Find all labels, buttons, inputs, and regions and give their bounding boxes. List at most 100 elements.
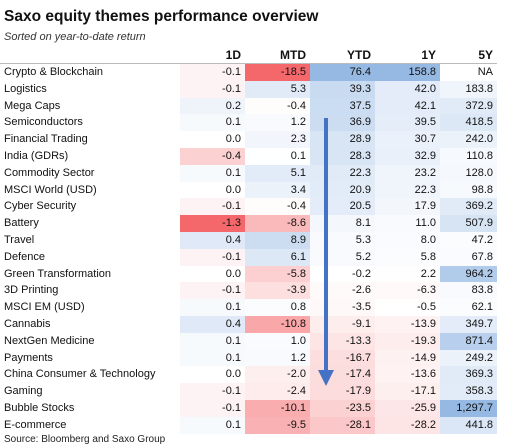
- value-cell: 183.8: [440, 80, 497, 98]
- value-cell: -0.1: [180, 282, 245, 300]
- value-cell: 349.7: [440, 316, 497, 333]
- value-cell: -0.4: [245, 198, 310, 216]
- value-cell: -13.9: [375, 316, 440, 333]
- row-label: Gaming: [4, 385, 43, 398]
- value-cell: 5.3: [245, 80, 310, 98]
- row-label: Payments: [4, 351, 53, 364]
- value-cell: 372.9: [440, 97, 497, 115]
- value-cell: 8.0: [375, 232, 440, 249]
- value-cell: 17.9: [375, 198, 440, 216]
- value-cell: 249.2: [440, 349, 497, 367]
- value-cell: -23.5: [310, 400, 375, 417]
- value-cell: 871.4: [440, 332, 497, 350]
- value-cell: 0.0: [180, 181, 245, 199]
- value-cell: -28.1: [310, 416, 375, 434]
- value-cell: -13.3: [310, 332, 375, 350]
- value-cell: 67.8: [440, 248, 497, 266]
- value-cell: 42.0: [375, 80, 440, 98]
- row-label: Crypto & Blockchain: [4, 66, 104, 78]
- value-cell: 0.0: [180, 265, 245, 283]
- row-label: Mega Caps: [4, 99, 61, 112]
- value-cell: -3.9: [245, 282, 310, 300]
- value-cell: 507.9: [440, 215, 497, 232]
- value-cell: 8.9: [245, 232, 310, 249]
- row-label: Logistics: [4, 82, 47, 95]
- column-header: 1Y: [421, 48, 436, 62]
- value-cell: 0.1: [180, 299, 245, 316]
- value-cell: 30.7: [375, 131, 440, 148]
- value-cell: 0.1: [180, 349, 245, 367]
- value-cell: 1.0: [245, 332, 310, 350]
- value-cell: 8.1: [310, 215, 375, 232]
- value-cell: 98.8: [440, 181, 497, 199]
- value-cell: -0.1: [180, 64, 245, 81]
- value-cell: 441.8: [440, 416, 497, 434]
- row-label: Travel: [4, 234, 35, 246]
- value-cell: -9.5: [245, 416, 310, 434]
- value-cell: 42.1: [375, 97, 440, 115]
- value-cell: 6.1: [245, 248, 310, 266]
- value-cell: -2.4: [245, 383, 310, 400]
- title: Saxo equity themes performance overview: [4, 8, 319, 25]
- value-cell: 47.2: [440, 232, 497, 249]
- value-cell: -3.5: [310, 299, 375, 316]
- value-cell: 0.1: [180, 332, 245, 350]
- value-cell: -13.6: [375, 366, 440, 384]
- row-label: E-commerce: [4, 418, 67, 431]
- row-label: India (GDRs): [4, 150, 69, 162]
- value-cell: -8.6: [245, 215, 310, 232]
- value-cell: -0.5: [375, 299, 440, 316]
- row-label: NextGen Medicine: [4, 334, 95, 347]
- value-cell: -10.8: [245, 316, 310, 333]
- row-label: Cyber Security: [4, 200, 77, 213]
- column-header: 1D: [225, 48, 241, 62]
- value-cell: 5.3: [310, 232, 375, 249]
- value-cell: -17.1: [375, 383, 440, 400]
- value-cell: -0.4: [180, 148, 245, 165]
- value-cell: 39.5: [375, 114, 440, 132]
- value-cell: -0.1: [180, 400, 245, 417]
- value-cell: 1,297.7: [440, 400, 497, 417]
- value-cell: 0.0: [180, 131, 245, 148]
- value-cell: -10.1: [245, 400, 310, 417]
- value-cell: 37.5: [310, 97, 375, 115]
- value-cell: 2.3: [245, 131, 310, 148]
- value-cell: 36.9: [310, 114, 375, 132]
- value-cell: -25.9: [375, 400, 440, 417]
- row-label: Semiconductors: [4, 116, 83, 129]
- value-cell: 3.4: [245, 181, 310, 199]
- value-cell: 0.1: [245, 148, 310, 165]
- value-cell: 32.9: [375, 148, 440, 165]
- value-cell: 62.1: [440, 299, 497, 316]
- value-cell: -17.9: [310, 383, 375, 400]
- value-cell: -14.9: [375, 349, 440, 367]
- subtitle: Sorted on year-to-date return: [4, 31, 146, 43]
- value-cell: -0.1: [180, 383, 245, 400]
- value-cell: 23.2: [375, 164, 440, 182]
- value-cell: 0.1: [180, 114, 245, 132]
- value-cell: 1.2: [245, 114, 310, 132]
- value-cell: -0.4: [245, 97, 310, 115]
- row-label: Bubble Stocks: [4, 402, 75, 414]
- value-cell: 242.0: [440, 131, 497, 148]
- value-cell: 369.3: [440, 366, 497, 384]
- value-cell: -0.1: [180, 248, 245, 266]
- value-cell: 28.9: [310, 131, 375, 148]
- value-cell: -0.1: [180, 198, 245, 216]
- value-cell: 28.3: [310, 148, 375, 165]
- value-cell: -6.3: [375, 282, 440, 300]
- value-cell: 1.2: [245, 349, 310, 367]
- value-cell: NA: [440, 64, 497, 81]
- value-cell: 5.1: [245, 164, 310, 182]
- value-cell: 83.8: [440, 282, 497, 300]
- value-cell: 0.4: [180, 316, 245, 333]
- value-cell: 5.8: [375, 248, 440, 266]
- row-label: Financial Trading: [4, 133, 88, 146]
- value-cell: 5.2: [310, 248, 375, 266]
- column-header: YTD: [347, 48, 371, 62]
- value-cell: 0.1: [180, 416, 245, 434]
- row-label: Battery: [4, 217, 39, 230]
- value-cell: 0.1: [180, 164, 245, 182]
- source: Source: Bloomberg and Saxo Group: [4, 434, 166, 445]
